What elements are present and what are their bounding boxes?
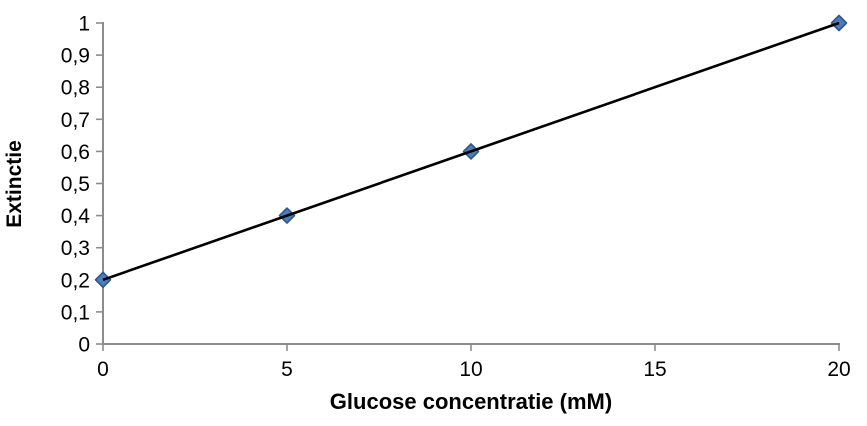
y-axis-tick-label: 0,1 [61,301,90,324]
y-axis-tick-label: 0,8 [61,77,90,100]
x-axis-tick-label: 20 [827,358,850,381]
y-axis-tick-label: 0,9 [61,45,90,68]
y-axis-tick-label: 0,2 [61,269,90,292]
x-axis-tick-label: 0 [97,358,109,381]
trendline [102,21,840,282]
y-axis-tick-label: 0 [78,334,90,357]
y-axis-tick-label: 0,6 [61,141,90,164]
y-axis-tick-label: 0,4 [61,205,91,228]
axes-layer: 00,10,20,30,40,50,60,70,80,910 5 10 15 20 [61,13,851,382]
x-axis-tick-label: 5 [281,358,293,381]
y-axis-title: Extinctie [3,140,26,228]
x-axis-title: Glucose concentratie (mM) [330,389,612,414]
data-series-layer [94,14,848,289]
x-axis-tick-label: 10 [459,358,482,381]
y-axis-tick-label: 0,3 [61,237,90,260]
y-axis-tick-label: 0,7 [61,109,90,132]
x-axis-tick-label: 15 [643,358,666,381]
y-axis-tick-label: 1 [78,13,90,36]
y-axis-tick-label: 0,5 [61,173,90,196]
